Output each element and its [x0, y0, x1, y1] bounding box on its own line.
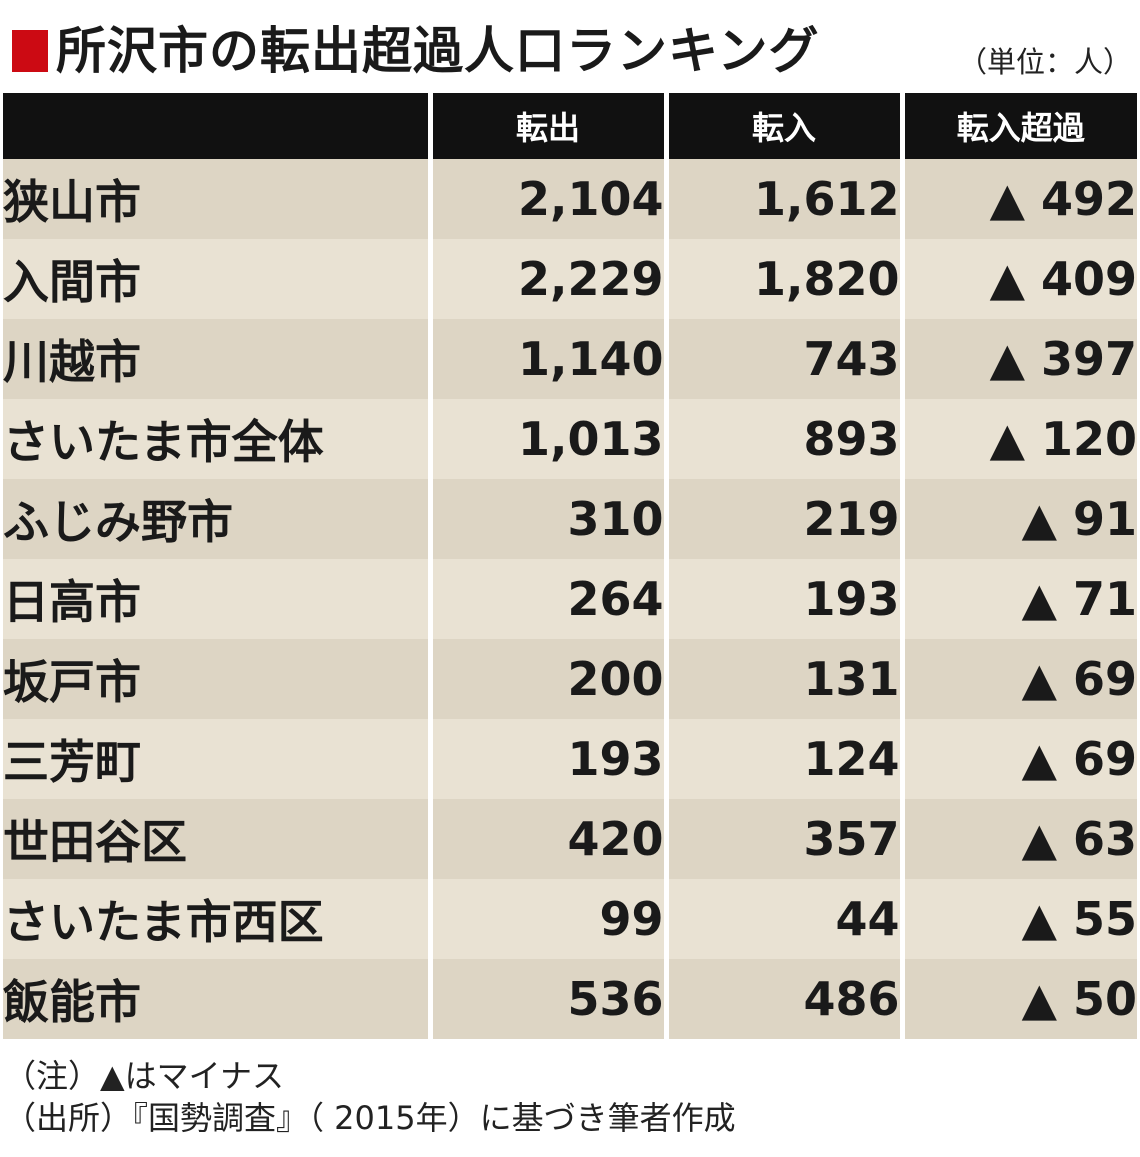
row-name: 狭山市 — [3, 159, 430, 239]
row-net-value: ▲ 50 — [899, 959, 1137, 1039]
row-out-value: 1,013 — [427, 399, 666, 479]
row-name: ふじみ野市 — [3, 479, 430, 559]
row-name: 日高市 — [3, 559, 430, 639]
table-row: 坂戸市 200 131 ▲ 69 — [3, 639, 1137, 719]
row-out-value: 2,104 — [427, 159, 666, 239]
row-in-value: 1,820 — [663, 239, 902, 319]
row-net-value: ▲ 69 — [899, 639, 1137, 719]
row-net-value: ▲ 91 — [899, 479, 1137, 559]
header-name — [3, 93, 430, 159]
row-net-value: ▲ 409 — [899, 239, 1137, 319]
title-bar: 所沢市の転出超過人口ランキング （単位：人） — [0, 18, 1140, 88]
table-row: 日高市 264 193 ▲ 71 — [3, 559, 1137, 639]
header-row: 転出 転入 転入超過 — [3, 93, 1137, 159]
row-name: 川越市 — [3, 319, 430, 399]
table-body: 狭山市 2,104 1,612 ▲ 492 入間市 2,229 1,820 ▲ 409 川越市 1… — [3, 159, 1137, 1039]
row-name: さいたま市全体 — [3, 399, 430, 479]
row-out-value: 310 — [427, 479, 666, 559]
row-net-value: ▲ 55 — [899, 879, 1137, 959]
row-net-value: ▲ 397 — [899, 319, 1137, 399]
header-out: 転出 — [427, 93, 666, 159]
chart-title: 所沢市の転出超過人口ランキング — [56, 22, 820, 80]
header-in: 転入 — [663, 93, 902, 159]
row-in-value: 44 — [663, 879, 902, 959]
table-row: 飯能市 536 486 ▲ 50 — [3, 959, 1137, 1039]
note-minus: （注）▲はマイナス — [4, 1057, 284, 1095]
row-name: 坂戸市 — [3, 639, 430, 719]
row-out-value: 536 — [427, 959, 666, 1039]
table-row: 川越市 1,140 743 ▲ 397 — [3, 319, 1137, 399]
row-in-value: 1,612 — [663, 159, 902, 239]
row-name: 飯能市 — [3, 959, 430, 1039]
table-row: ふじみ野市 310 219 ▲ 91 — [3, 479, 1137, 559]
row-out-value: 1,140 — [427, 319, 666, 399]
row-in-value: 743 — [663, 319, 902, 399]
row-out-value: 2,229 — [427, 239, 666, 319]
row-in-value: 193 — [663, 559, 902, 639]
table-row: 三芳町 193 124 ▲ 69 — [3, 719, 1137, 799]
row-name: さいたま市西区 — [3, 879, 430, 959]
row-out-value: 420 — [427, 799, 666, 879]
unit-label: （単位：人） — [957, 45, 1132, 79]
row-name: 三芳町 — [3, 719, 430, 799]
row-in-value: 219 — [663, 479, 902, 559]
row-net-value: ▲ 120 — [899, 399, 1137, 479]
notes: （注）▲はマイナス （出所）『国勢調査』（ 2015年）に基づき筆者作成 — [4, 1055, 1134, 1139]
table-row: 入間市 2,229 1,820 ▲ 409 — [3, 239, 1137, 319]
row-net-value: ▲ 492 — [899, 159, 1137, 239]
table-row: さいたま市全体 1,013 893 ▲ 120 — [3, 399, 1137, 479]
table-row: 狭山市 2,104 1,612 ▲ 492 — [3, 159, 1137, 239]
row-out-value: 193 — [427, 719, 666, 799]
row-name: 入間市 — [3, 239, 430, 319]
row-net-value: ▲ 69 — [899, 719, 1137, 799]
row-out-value: 99 — [427, 879, 666, 959]
row-net-value: ▲ 71 — [899, 559, 1137, 639]
note-source: （出所）『国勢調査』（ 2015年）に基づき筆者作成 — [4, 1099, 736, 1137]
title-marker-square — [12, 30, 48, 72]
row-name: 世田谷区 — [3, 799, 430, 879]
row-net-value: ▲ 63 — [899, 799, 1137, 879]
row-in-value: 486 — [663, 959, 902, 1039]
row-in-value: 893 — [663, 399, 902, 479]
header-net: 転入超過 — [899, 93, 1137, 159]
table-row: 世田谷区 420 357 ▲ 63 — [3, 799, 1137, 879]
row-out-value: 264 — [427, 559, 666, 639]
table-row: さいたま市西区 99 44 ▲ 55 — [3, 879, 1137, 959]
row-in-value: 357 — [663, 799, 902, 879]
row-in-value: 131 — [663, 639, 902, 719]
row-out-value: 200 — [427, 639, 666, 719]
row-in-value: 124 — [663, 719, 902, 799]
ranking-table: 転出 転入 転入超過 狭山市 2,104 1,612 ▲ 492 入間市 2,229 1,8… — [3, 93, 1137, 1039]
